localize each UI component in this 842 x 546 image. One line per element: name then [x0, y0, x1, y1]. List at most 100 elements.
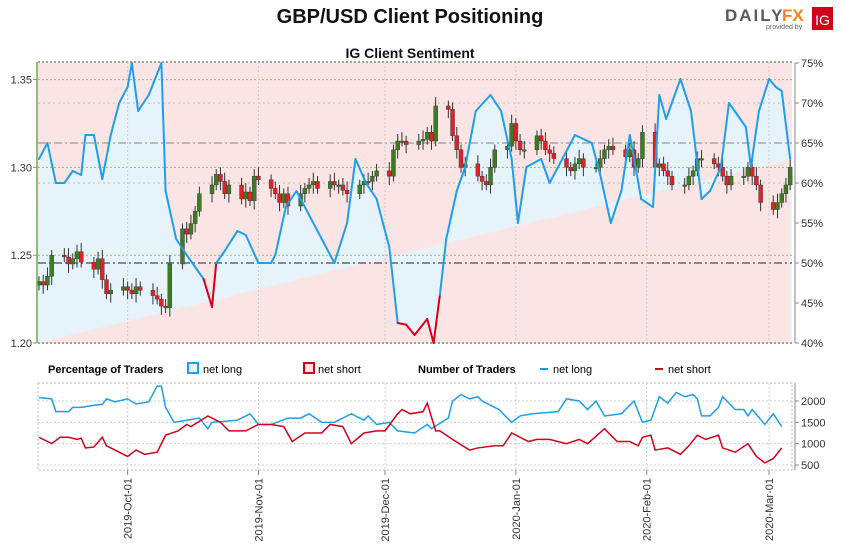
legend-num-short: net short	[668, 364, 711, 376]
net-long-pct-segment	[316, 230, 336, 264]
net-long-pct-segment	[270, 254, 277, 264]
ig-logo-badge	[812, 7, 833, 30]
candle-down	[547, 149, 552, 154]
candle-down	[100, 258, 105, 280]
candle-up	[433, 105, 438, 142]
candle-down	[78, 251, 84, 263]
candle-up	[682, 184, 687, 187]
candle-up	[488, 167, 493, 186]
candle-up	[636, 158, 641, 168]
traders-tick-label: 1500	[801, 417, 825, 429]
right-tick-label: 60%	[801, 178, 823, 190]
net-long-pct-segment	[474, 94, 492, 112]
candle-up	[640, 132, 645, 159]
net-long-pct-segment	[727, 102, 747, 128]
net-long-pct-segment	[757, 78, 771, 112]
candle-down	[758, 184, 763, 203]
candle-up	[133, 286, 139, 295]
net-short-traders-line	[38, 401, 783, 464]
net-long-pct-segment	[620, 134, 631, 192]
net-long-pct-segment	[719, 102, 730, 168]
net-long-pct-segment	[295, 190, 306, 208]
right-tick-label: 40%	[801, 338, 823, 350]
net-long-pct-segment	[175, 238, 188, 256]
candle-down	[41, 281, 46, 286]
net-long-pct-segment	[101, 134, 112, 180]
net-long-pct-segment	[38, 142, 49, 160]
candle-down	[154, 295, 160, 300]
candle-down	[665, 170, 670, 177]
candle-down	[344, 190, 350, 194]
candle-down	[446, 105, 451, 110]
net-long-pct-segment	[354, 158, 368, 184]
candle-down	[458, 149, 464, 168]
net-long-pct-segment	[164, 190, 178, 240]
candle-down	[754, 175, 759, 186]
candle-up	[108, 290, 113, 295]
net-long-pct-segment	[130, 62, 140, 112]
right-tick-label: 55%	[801, 218, 823, 230]
candle-up	[370, 175, 375, 182]
net-long-pct-segment	[749, 110, 760, 168]
candle-up	[167, 263, 173, 309]
net-long-pct-segment	[274, 206, 287, 256]
net-long-pct-segment	[396, 322, 408, 326]
net-long-pct-segment	[700, 190, 711, 200]
net-long-pct-segment	[109, 102, 121, 136]
net-long-pct-segment	[599, 174, 612, 224]
x-tick-label: 2020-Mar-01	[764, 478, 776, 541]
candle-up	[302, 188, 308, 194]
traders-tick-label: 500	[801, 460, 819, 472]
candle-up	[699, 158, 704, 161]
net-long-pct-segment	[609, 190, 623, 224]
candle-down	[387, 170, 392, 177]
candle-up	[209, 184, 215, 194]
dailyfx-logo: DAILY FX provided by IG	[725, 6, 833, 31]
net-long-traders-line	[38, 385, 783, 434]
legend-pct-long: net long	[203, 364, 242, 376]
candle-down	[403, 140, 409, 145]
net-long-pct-segment	[185, 254, 205, 280]
candle-down	[66, 256, 71, 265]
candle-up	[243, 191, 248, 200]
net-long-pct-segment	[223, 230, 239, 252]
left-tick-label: 1.35	[11, 75, 32, 87]
candle-up	[357, 184, 362, 194]
net-long-area	[38, 63, 792, 343]
candle-up	[602, 149, 607, 159]
candle-up	[745, 167, 751, 177]
legend-num-title: Number of Traders	[418, 364, 516, 376]
candle-down	[91, 262, 97, 270]
legend-pct-short: net short	[318, 364, 361, 376]
net-long-pct-segment	[516, 166, 528, 224]
x-tick-label: 2019-Dec-01	[380, 478, 392, 542]
net-long-pct-segment	[768, 78, 777, 88]
candle-down	[581, 158, 586, 168]
candle-up	[395, 140, 400, 151]
candle-up	[606, 146, 611, 151]
net-long-pct-segment	[126, 62, 133, 88]
candle-down	[184, 228, 189, 235]
candle-up	[425, 132, 430, 140]
candle-down	[669, 175, 675, 186]
candle-up	[70, 258, 75, 265]
net-long-pct-segment	[46, 142, 57, 184]
net-long-pct-segment	[455, 166, 467, 192]
net-long-pct-segment	[375, 198, 391, 248]
net-long-pct-segment	[71, 170, 83, 176]
candle-down	[239, 184, 244, 200]
candle-down	[104, 279, 109, 295]
net-long-pct-segment	[561, 134, 576, 160]
candle-up	[690, 170, 696, 177]
net-long-pct-segment	[590, 142, 602, 176]
logo-fx: FX	[782, 6, 804, 25]
sentiment-subtitle: IG Client Sentiment	[345, 45, 474, 61]
net-long-pct-segment	[665, 78, 682, 120]
net-long-pct-segment	[489, 94, 503, 112]
net-long-pct-segment	[438, 238, 448, 296]
net-long-pct-segment	[445, 190, 458, 240]
candle-up	[686, 175, 692, 186]
legend-pct-long-swatch	[187, 362, 199, 374]
candle-up	[420, 139, 426, 142]
